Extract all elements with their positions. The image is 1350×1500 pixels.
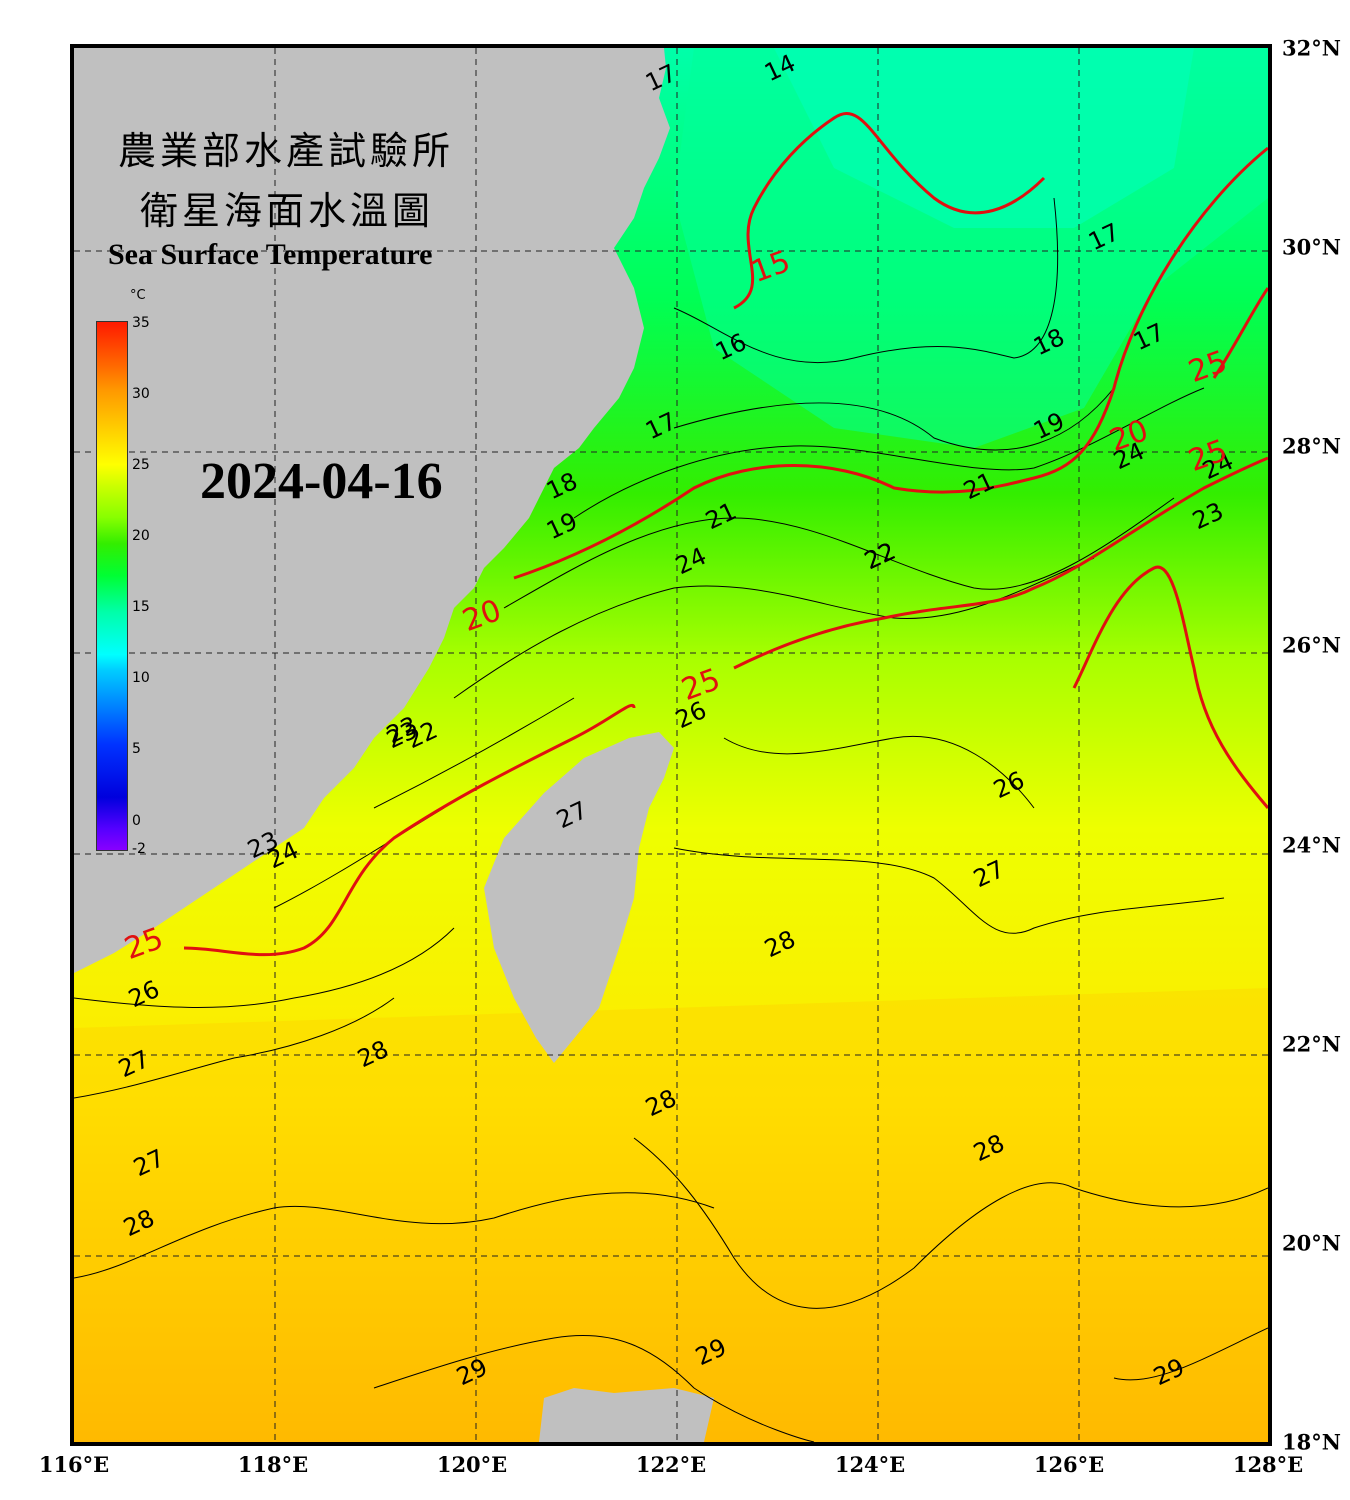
latitude-label: 24°N (1282, 832, 1341, 858)
minor-contours (74, 197, 1268, 1442)
colorbar-tick-label: 5 (132, 741, 141, 758)
graticule (74, 48, 1268, 1442)
mainland-china (74, 48, 670, 973)
colorbar-tick-label: 15 (132, 599, 150, 616)
latitude-label: 22°N (1282, 1031, 1341, 1057)
longitude-label: 116°E (38, 1452, 110, 1477)
major-contours (183, 112, 1268, 957)
colorbar-tick-label: 25 (132, 457, 150, 474)
title-english: Sea Surface Temperature (108, 238, 433, 271)
luzon-island (539, 1388, 714, 1442)
latitude-label: 30°N (1282, 234, 1341, 260)
longitude-label: 120°E (436, 1452, 508, 1477)
latitude-label: 20°N (1282, 1230, 1341, 1256)
latitude-label: 26°N (1282, 632, 1341, 658)
colorbar-unit: °C (130, 288, 146, 303)
taiwan-island (484, 732, 674, 1063)
sst-map-canvas (74, 48, 1268, 1442)
colorbar-tick-label: 10 (132, 670, 150, 687)
longitude-label: 126°E (1033, 1452, 1105, 1477)
longitude-label: 128°E (1232, 1452, 1304, 1477)
colorbar-tick-label: 0 (132, 812, 141, 829)
colorbar-tick-label: 35 (132, 315, 150, 331)
colorbar-tick-label: 20 (132, 528, 150, 545)
cold-core-patch (774, 48, 1194, 228)
longitude-label: 122°E (635, 1452, 707, 1477)
date-label: 2024-04-16 (200, 453, 443, 510)
colorbar-tick-label: 30 (132, 386, 150, 403)
title-chinese-institute: 農業部水產試驗所 (118, 129, 455, 173)
longitude-label: 124°E (834, 1452, 906, 1477)
warm-kuroshio-patch (74, 988, 1268, 1442)
temperature-colorbar (96, 321, 128, 851)
sst-map (70, 44, 1272, 1446)
longitude-label: 118°E (237, 1452, 309, 1477)
latitude-label: 28°N (1282, 433, 1341, 459)
title-chinese-map-name: 衛星海面水溫圖 (140, 189, 435, 233)
latitude-label: 32°N (1282, 35, 1341, 61)
colorbar-tick-label: -2 (132, 841, 146, 857)
latitude-label: 18°N (1282, 1429, 1341, 1455)
